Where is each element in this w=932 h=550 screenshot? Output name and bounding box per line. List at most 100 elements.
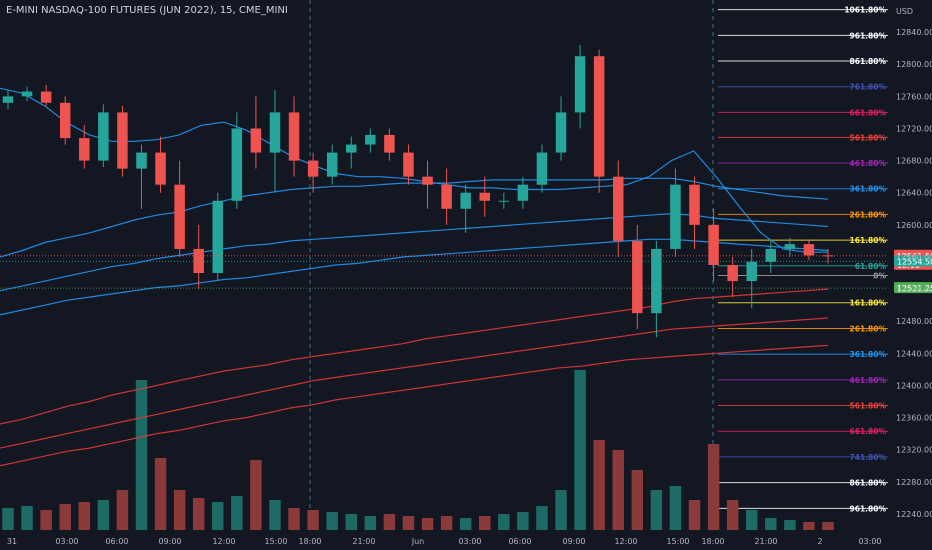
volume-bar-10: [192, 498, 205, 530]
candle-40: [765, 240, 777, 274]
volume-bar-2: [40, 510, 52, 530]
moving-average-1: [0, 177, 829, 258]
price-marker-label-2: 12521.25: [897, 284, 932, 293]
candle-body-25: [479, 192, 490, 201]
candle-body-5: [98, 112, 109, 161]
fibonacci-levels: 1061.80% 961.80% 861.80% 761.80% 661.80% 561.…: [718, 6, 888, 513]
candle-body-33: [632, 240, 643, 314]
candle-25: [479, 176, 490, 217]
candle-body-36: [689, 184, 700, 225]
candle-body-22: [422, 176, 433, 185]
fib-label-5: 561.80%: [850, 133, 887, 142]
candle-19: [365, 128, 376, 153]
candle-11: [212, 192, 224, 282]
x-tick-label-17: 03:00: [858, 537, 881, 546]
moving-average-6: [0, 344, 829, 467]
candle-23: [441, 168, 452, 225]
x-tick-label-2: 06:00: [105, 537, 128, 546]
time-axis[interactable]: 31 03:00 06:00 09:00 12:00 15:00 18:00 21:00 Jun…: [7, 537, 882, 546]
candle-27: [517, 176, 529, 209]
candle-20: [384, 128, 395, 161]
volume-bar-30: [574, 370, 586, 530]
volume-bar-12: [231, 496, 243, 530]
x-tick-label-7: 21:00: [352, 537, 375, 546]
candle-body-29: [555, 112, 567, 153]
volume-bar-31: [593, 440, 605, 530]
candle-7: [136, 144, 147, 209]
volume-bar-27: [517, 512, 529, 530]
volume-bar-22: [421, 518, 434, 530]
volume-bar-3: [59, 504, 71, 530]
candle-body-2: [40, 91, 52, 103]
volume-bar-13: [250, 460, 262, 530]
candle-1: [21, 86, 33, 102]
fib-label-6: 461.80%: [850, 159, 887, 168]
fib-label-2: 861.80%: [850, 57, 887, 66]
candles: [2, 44, 834, 338]
candle-35: [670, 168, 681, 257]
volume-bar-11: [212, 502, 224, 530]
x-tick-label-5: 15:00: [264, 537, 287, 546]
candle-body-35: [670, 184, 681, 249]
candle-body-16: [307, 160, 319, 177]
price-axis[interactable]: USD 12240.00 12280.00 12320.00 12360.00 12400…: [896, 7, 932, 519]
candle-9: [174, 160, 185, 257]
x-tick-label-11: 09:00: [562, 537, 585, 546]
candle-body-11: [212, 200, 224, 274]
volume-bar-0: [2, 508, 14, 530]
x-tick-label-10: 06:00: [508, 537, 531, 546]
candle-body-24: [460, 192, 471, 209]
y-tick-label-7: 12520.00: [896, 285, 932, 294]
candle-body-18: [346, 144, 357, 153]
x-tick-label-12: 12:00: [614, 537, 637, 546]
volume-bar-36: [688, 500, 701, 530]
fib-label-13: 261.80%: [850, 324, 887, 333]
candle-body-4: [79, 138, 90, 161]
candle-body-32: [612, 176, 624, 241]
candle-6: [117, 106, 128, 177]
candle-body-0: [2, 96, 14, 103]
candle-3: [59, 96, 71, 145]
candle-29: [555, 96, 567, 161]
volume-bar-6: [116, 490, 129, 530]
candle-2: [40, 85, 52, 106]
candle-body-1: [21, 91, 33, 97]
candle-22: [422, 160, 433, 209]
x-tick-label-1: 03:00: [55, 537, 78, 546]
candle-24: [460, 184, 471, 233]
candle-21: [403, 144, 414, 185]
candle-body-27: [517, 184, 529, 201]
candle-body-19: [365, 134, 376, 145]
volume-bar-15: [288, 508, 300, 530]
candle-body-6: [117, 112, 128, 169]
y-tick-label-11: 12680.00: [896, 157, 932, 166]
y-tick-label-6: 12480.00: [896, 317, 932, 326]
candle-14: [269, 89, 281, 193]
candle-42: [803, 239, 815, 261]
y-tick-label-9: 12600.00: [896, 221, 932, 230]
candle-body-9: [174, 184, 185, 249]
candle-18: [346, 136, 357, 169]
volume-bar-21: [402, 516, 415, 530]
volume-bar-5: [97, 500, 110, 530]
candle-body-20: [384, 134, 395, 153]
x-tick-label-4: 12:00: [212, 537, 235, 546]
y-tick-label-1: 12280.00: [896, 478, 932, 487]
moving-average-4: [0, 288, 829, 425]
volume-bars: [2, 370, 834, 530]
fib-label-1: 961.80%: [850, 31, 887, 40]
candle-5: [98, 104, 109, 168]
moving-average-0: [0, 87, 828, 253]
candle-31: [593, 49, 605, 193]
x-tick-label-8: Jun: [411, 537, 425, 546]
candle-15: [288, 96, 300, 177]
y-tick-label-3: 12360.00: [896, 414, 932, 423]
y-tick-label-10: 12640.00: [896, 189, 932, 198]
candle-37: [708, 208, 719, 282]
y-tick-label-2: 12320.00: [896, 446, 932, 455]
candle-13: [250, 96, 262, 169]
candle-body-34: [651, 248, 662, 314]
fib-label-3: 761.80%: [850, 83, 887, 92]
candle-33: [632, 224, 643, 330]
